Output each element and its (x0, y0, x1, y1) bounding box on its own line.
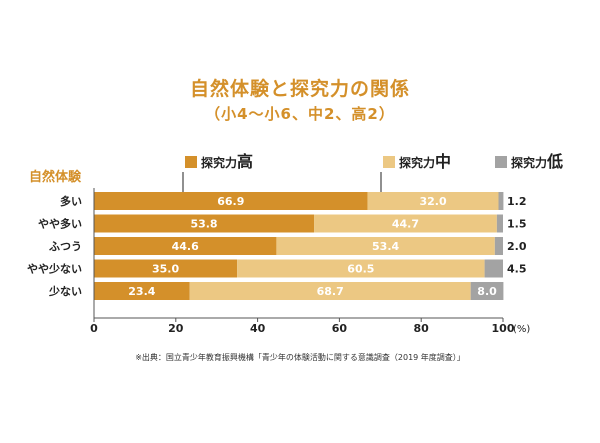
data-label: 1.5 (507, 218, 527, 231)
bar-segment (494, 237, 503, 255)
legend-label: 探究力低 (511, 152, 563, 171)
legend-label: 探究力高 (201, 152, 253, 171)
data-label: 2.0 (507, 240, 527, 253)
data-label: 44.7 (392, 218, 419, 231)
bar-segment (496, 214, 503, 233)
bar-segment (498, 192, 504, 210)
category-label: ふつう (49, 240, 82, 253)
bar-segment (367, 192, 499, 210)
data-label: 53.4 (372, 240, 399, 253)
data-label: 66.9 (217, 195, 244, 208)
bar-segment (94, 237, 277, 255)
data-label: 23.4 (128, 285, 155, 298)
bar-segment (94, 214, 315, 233)
x-tick-label: 60 (332, 322, 348, 335)
bar-segment (470, 282, 504, 300)
chart-subtitle: （小4〜小6、中2、高2） (205, 105, 395, 123)
bar-segment (237, 259, 485, 278)
x-tick-label: 40 (250, 322, 266, 335)
y-axis-title: 自然体験 (29, 169, 82, 185)
category-label: やや多い (38, 217, 82, 231)
bar-segment (189, 282, 471, 300)
x-tick-label: 100 (492, 322, 515, 335)
bar-segment (94, 192, 368, 210)
data-label: 53.8 (190, 218, 217, 231)
x-tick-label: 0 (90, 322, 98, 335)
data-label: 1.2 (507, 195, 527, 208)
source-note: ※出典：国立青少年教育振興機構「青少年の体験活動に関する意識調査（2019 年度… (135, 353, 465, 362)
data-label: 44.6 (172, 240, 199, 253)
legend-swatch (495, 156, 507, 168)
data-label: 60.5 (347, 263, 374, 276)
legend-swatch (185, 156, 197, 168)
category-label: やや少ない (27, 262, 82, 276)
bar-segment (276, 237, 495, 255)
x-axis-unit: (%) (513, 324, 530, 335)
bar-segment (94, 282, 190, 300)
data-label: 35.0 (152, 263, 179, 276)
data-label: 4.5 (507, 263, 527, 276)
bar-segment (484, 259, 503, 278)
x-tick-label: 80 (414, 322, 430, 335)
data-label: 8.0 (477, 285, 497, 298)
x-tick-label: 20 (168, 322, 184, 335)
legend-label: 探究力中 (399, 152, 451, 171)
category-label: 少ない (48, 284, 82, 298)
legend-swatch (383, 156, 395, 168)
data-label: 32.0 (419, 195, 446, 208)
data-label: 68.7 (317, 285, 344, 298)
bar-segment (94, 259, 238, 278)
chart-title: 自然体験と探究力の関係 (189, 78, 410, 100)
category-label: 多い (60, 194, 82, 208)
bar-segment (314, 214, 497, 233)
